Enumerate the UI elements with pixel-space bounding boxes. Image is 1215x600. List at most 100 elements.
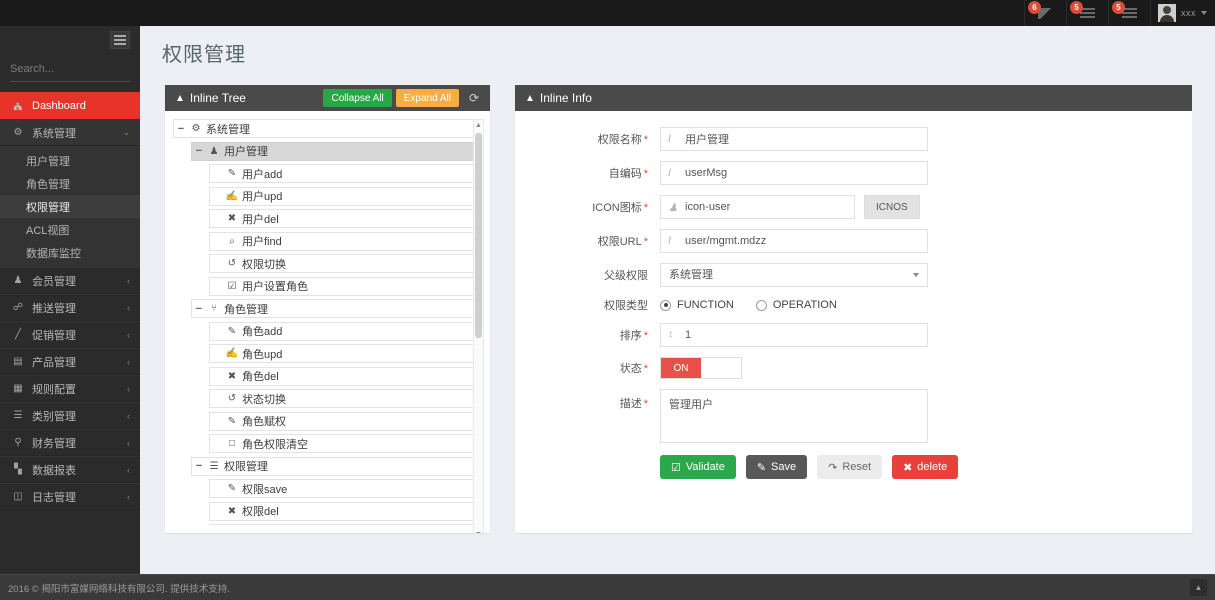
footer: 2016 © 揭阳市富媒网络科技有限公司. 提供技术支持. ▲ [0,574,1215,600]
required-marker: * [643,134,648,146]
sidebar-item-finance-management[interactable]: ⚲ 财务管理 ‹ [0,429,140,456]
sidebar-item-product-management[interactable]: ▤ 产品管理 ‹ [0,348,140,375]
tree-node[interactable]: − ⚙ 系统管理 [173,119,474,138]
radio-function[interactable]: FUNCTION [660,299,734,311]
scroll-up-icon[interactable]: ▲ [475,122,482,129]
order-input[interactable] [660,323,928,347]
tree-node[interactable]: ↺ 权限切换 [209,254,474,273]
collapse-all-button[interactable]: Collapse All [323,89,392,107]
refresh-icon[interactable]: ⟳ [464,89,484,107]
status-toggle[interactable]: ON [660,357,742,379]
radio-operation[interactable]: OPERATION [755,299,837,311]
tree-node[interactable]: ✎ 角色赋权 [209,411,474,431]
sidebar-item-system-management[interactable]: ⚙ 系统管理 ⌄ [0,119,140,146]
icnos-button[interactable]: ICNOS [864,195,920,219]
sidebar-item-label: 规则配置 [32,383,76,396]
tree-node[interactable]: − ☰ 权限管理 [191,456,474,476]
tree-scrollbar[interactable]: ▲ ▼ [473,119,484,533]
tree-node[interactable]: ↺ 状态切换 [209,389,474,408]
sidebar-subitem-label: 角色管理 [26,178,70,191]
code-label: 自编码 * [608,168,648,180]
icon-input[interactable] [660,195,855,219]
tree-node[interactable]: − ♟ 用户管理 [191,141,474,161]
form-row-code: 自编码 * I [515,161,1192,185]
form-row-parent: 父级权限 系统管理 [515,263,1192,287]
tree-node[interactable]: ✍ 用户upd [209,186,474,206]
desc-textarea[interactable]: 管理用户 [660,389,928,443]
tree-node[interactable]: ✎ 权限save [209,479,474,498]
inline-info-title: Inline Info [539,91,592,105]
collapse-toggle-icon[interactable]: − [195,460,203,472]
parent-select[interactable]: 系统管理 [660,263,928,287]
tree-node[interactable]: ✎ 用户add [209,164,474,183]
sidebar-subitem-user-management[interactable]: 用户管理 [0,149,140,172]
sidebar-item-member-management[interactable]: ♟ 会员管理 ‹ [0,267,140,294]
tree-node[interactable]: ✍ 角色upd [209,344,474,363]
url-input[interactable] [660,229,928,253]
validate-button[interactable]: ☑ Validate [660,455,736,479]
tree-node[interactable]: ✖ 用户del [209,209,474,228]
scroll-down-icon[interactable]: ▼ [474,529,483,533]
sidebar-subitem-role-management[interactable]: 角色管理 [0,172,140,195]
sidebar-item-category-management[interactable]: ☰ 类别管理 ‹ [0,402,140,429]
sidebar-item-log-management[interactable]: ◫ 日志管理 ‹ [0,483,140,510]
hamburger-icon[interactable] [110,31,130,49]
collapse-toggle-icon[interactable]: − [195,145,203,157]
messages-menu[interactable]: 6 [1024,0,1066,26]
alerts-menu[interactable]: 5 [1066,0,1108,26]
chevron-up-icon[interactable]: ▲ [1190,579,1207,596]
chevron-down-icon [1201,11,1207,15]
search-input[interactable] [10,62,152,75]
tree-node-label: 用户upd [242,191,283,203]
collapse-toggle-icon[interactable]: − [195,302,203,315]
sidebar-item-push-management[interactable]: ☍ 推送管理 ‹ [0,294,140,321]
tasks-menu[interactable]: 5 [1108,0,1150,26]
tree-node[interactable]: ✖ 角色del [209,366,474,386]
collapse-toggle-icon[interactable]: − [177,122,185,135]
alerts-icon [1080,7,1095,19]
tree-node-label: 状态切换 [242,393,286,406]
type-label: 权限类型 [604,300,648,312]
square-icon: □ [228,438,236,449]
inline-info-panel: ▲ Inline Info 权限名称* I 自编码* [515,85,1192,533]
tree-node-label: 角色赋权 [242,416,286,428]
tree-node[interactable]: − ⑂ 角色管理 [191,299,474,318]
sidebar-item-rule-config[interactable]: ▦ 规则配置 ‹ [0,375,140,402]
sidebar-subitem-acl-view[interactable]: ACL视图 [0,218,140,241]
tree-node[interactable]: ⌕ 用户find [209,231,474,251]
delete-button[interactable]: ✖ delete [892,455,959,479]
save-button[interactable]: ✎ Save [745,455,808,479]
code-input[interactable] [660,161,928,185]
chart-icon: ▚ [14,464,22,475]
chevron-left-icon: ‹ [127,275,130,286]
sidebar-item-data-reports[interactable]: ▚ 数据报表 ‹ [0,456,140,483]
tree-node[interactable]: ✎ 角色add [209,321,474,341]
tree-node[interactable]: ☑ 用户设置角色 [209,276,474,296]
footer-text: 2016 © 揭阳市富媒网络科技有限公司. 提供技术支持. [8,583,230,595]
tree-node-label: 用户add [242,168,283,181]
tree-node[interactable]: ✖ 权限del [209,501,474,521]
form-row-name: 权限名称 * I [515,127,1192,151]
sidebar-item-promotion-management[interactable]: ╱ 促销管理 ‹ [0,321,140,348]
tree-node-label: 用户设置角色 [242,281,308,293]
reset-button[interactable]: ↷ Reset [817,455,883,479]
tree-node[interactable]: □ 角色权限清空 [209,434,474,453]
sidebar-subitem-db-monitor[interactable]: 数据库监控 [0,241,140,264]
sidebar-subitem-permission-management[interactable]: 权限管理 [0,195,140,218]
tree-node-label: 权限管理 [224,461,268,473]
check-square-icon: ☑ [671,461,681,474]
expand-all-button[interactable]: Expand All [395,89,459,107]
scrollbar-thumb[interactable] [475,133,482,338]
user-menu[interactable]: xxx [1150,0,1215,26]
times-icon: ✖ [227,213,237,224]
tree-node[interactable]: ✍状态切换 [209,524,474,525]
radio-dot-icon [660,299,671,311]
check-square-icon: ☑ [227,280,237,292]
sidebar-subitem-label: 权限管理 [26,201,70,214]
avatar [1158,4,1176,22]
permission-name-input[interactable] [660,127,928,151]
chevron-left-icon: ‹ [127,356,130,367]
sidebar-search[interactable] [10,56,162,82]
sidebar-item-dashboard[interactable]: ⛪ Dashboard [0,92,147,119]
